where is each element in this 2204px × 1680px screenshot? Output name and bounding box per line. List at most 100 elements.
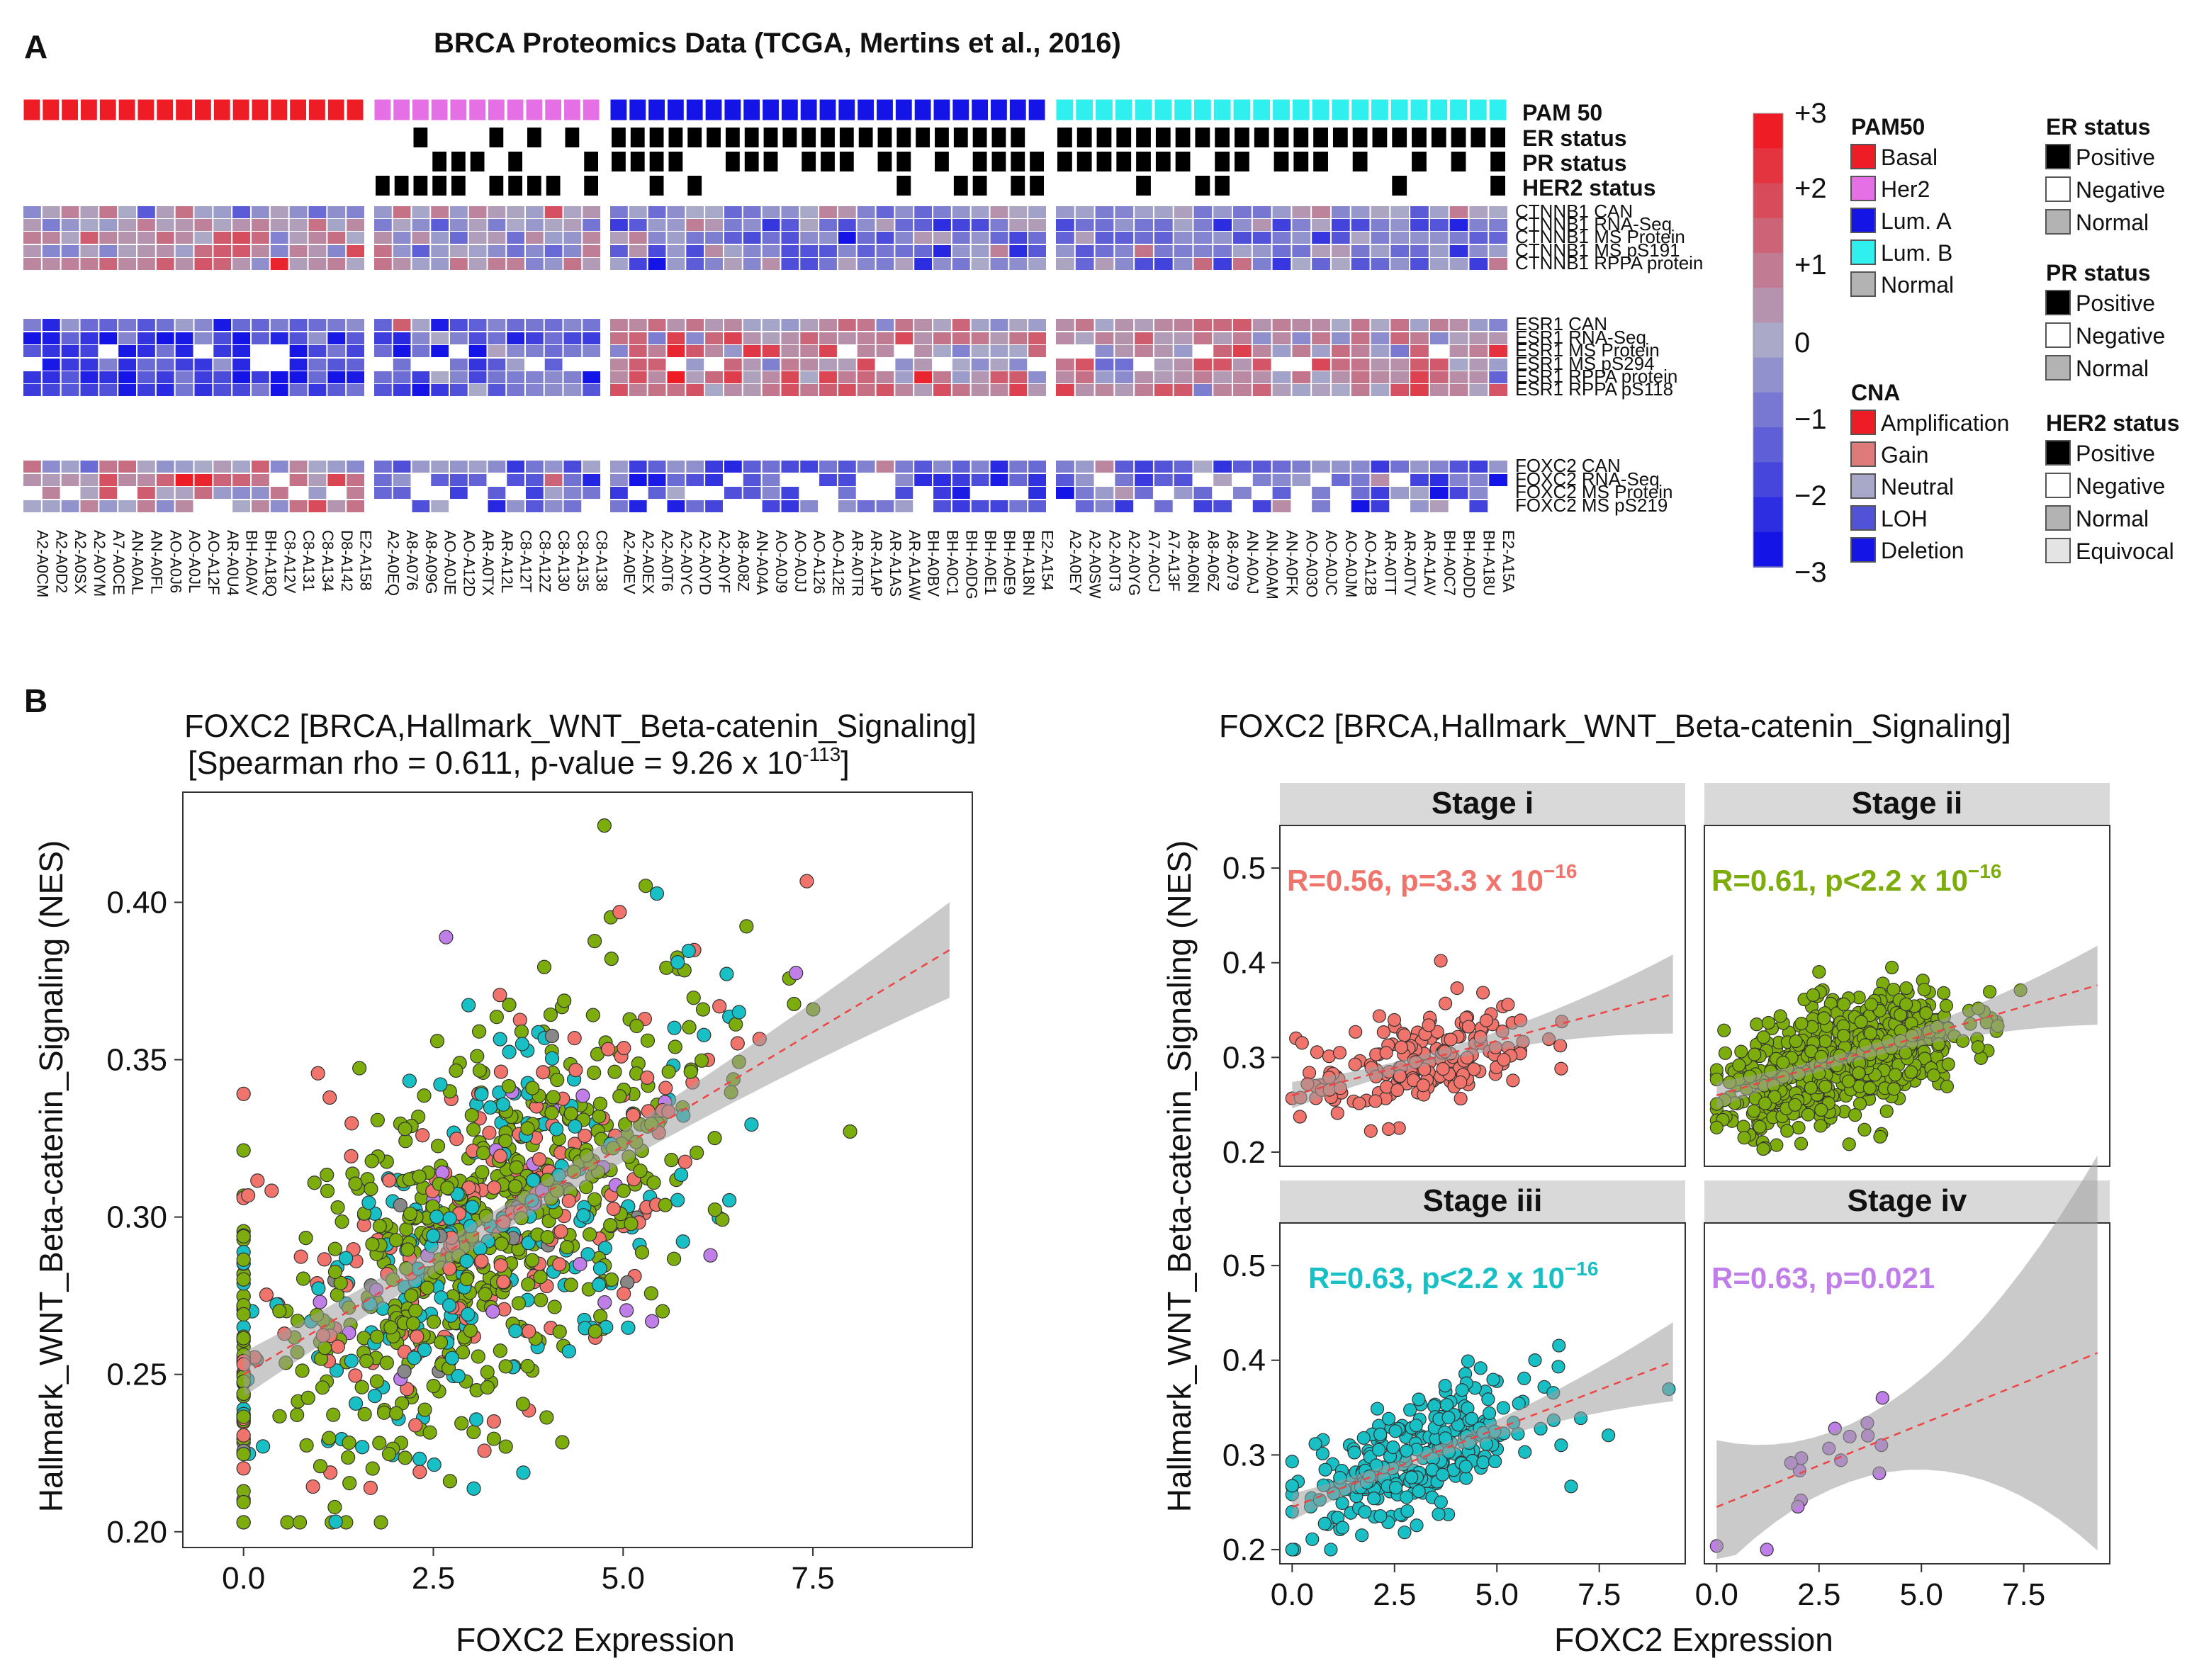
x-tick-label: 0.0: [1271, 1577, 1314, 1612]
heatmap-cell: [80, 258, 99, 270]
heatmap-cell: [1351, 245, 1370, 257]
heatmap-cell: [1028, 371, 1046, 383]
pr-status-cell: [839, 152, 854, 171]
heatmap-cell: [583, 487, 600, 499]
scatter-point: [427, 1458, 442, 1472]
heatmap-cell: [450, 500, 468, 512]
heatmap-cell: [507, 206, 524, 218]
heatmap-cell: [526, 384, 544, 396]
scatter-point: [624, 1217, 639, 1231]
scatter-point: [1439, 996, 1453, 1010]
heatmap-cell: [648, 500, 666, 512]
er-status-cell: [1155, 128, 1171, 147]
heatmap-cell: [61, 232, 79, 244]
heatmap-cell: [80, 206, 99, 218]
heatmap-cell: [1272, 245, 1291, 257]
heatmap-cell: [213, 359, 232, 371]
heatmap-cell: [252, 500, 269, 512]
heatmap-cell: [762, 206, 780, 218]
heatmap-cell: [232, 245, 250, 257]
heatmap-cell: [933, 319, 951, 331]
heatmap-cell: [1009, 319, 1028, 331]
heatmap-cell: [1135, 332, 1153, 344]
scatter-point: [532, 1152, 547, 1167]
heatmap-cell: [610, 371, 628, 383]
sample-label: A2-A0EQ: [384, 530, 402, 596]
pr-legend-swatch: [2045, 355, 2071, 380]
scatter-point: [707, 1131, 722, 1146]
scatter-point: [1405, 1470, 1419, 1484]
heatmap-cell: [895, 245, 913, 257]
scatter-point: [1756, 1030, 1771, 1044]
sample-label: E2-A15A: [1500, 530, 1517, 592]
heatmap-cell: [156, 500, 174, 512]
her2-status-cell: [376, 176, 390, 196]
scatter-point: [372, 1219, 388, 1234]
er-status-cell: [972, 128, 987, 147]
heatmap-cell: [895, 487, 913, 499]
pr-status-cell: [1076, 152, 1092, 171]
er-status-cell: [858, 128, 873, 147]
heatmap-cell: [1009, 258, 1028, 270]
scatter-point: [1841, 1074, 1856, 1088]
heatmap-cell: [1193, 232, 1213, 244]
heatmap-cell: [724, 206, 742, 218]
cna-legend-label: Deletion: [1881, 538, 1964, 563]
pr-legend-label: Normal: [2076, 356, 2149, 381]
heatmap-cell: [1252, 500, 1271, 512]
pr-status-cell: [1096, 152, 1112, 171]
scatter-point: [397, 1364, 412, 1379]
heatmap-cell: [412, 345, 430, 357]
scatter-point: [280, 1515, 295, 1530]
heatmap-cell: [1028, 500, 1046, 512]
scatter-point: [367, 1389, 382, 1404]
heatmap-cell: [762, 345, 780, 357]
heatmap-cell: [374, 332, 392, 344]
heatmap-cell: [327, 319, 346, 331]
heatmap-cell: [1174, 345, 1193, 357]
heatmap-cell: [990, 371, 1008, 383]
y-tick-label: 0.2: [1222, 1135, 1266, 1170]
heatmap-cell: [1009, 371, 1028, 383]
sample-label: E2-A154: [1039, 530, 1057, 591]
scatter-point: [516, 1465, 531, 1480]
sample-label: A7-A0CE: [110, 530, 128, 595]
scatter-point: [422, 1425, 437, 1440]
heatmap-cell: [1292, 332, 1311, 344]
color-scale-segment: [1753, 357, 1783, 393]
heatmap-cell: [289, 258, 308, 270]
cna-legend-swatch: [1850, 537, 1876, 563]
heatmap-cell: [137, 232, 155, 244]
heatmap-cell: [762, 219, 780, 231]
scatter-point: [389, 1406, 404, 1421]
heatmap-cell: [648, 474, 666, 486]
heatmap-cell: [1233, 319, 1252, 331]
heatmap-cell: [327, 461, 346, 473]
pr-status-cell: [668, 152, 683, 171]
heatmap-cell: [876, 461, 894, 473]
heatmap-cell: [1351, 384, 1370, 396]
heatmap-cell: [1009, 384, 1028, 396]
heatmap-cell: [610, 258, 628, 270]
heatmap-cell: [347, 332, 364, 344]
heatmap-cell: [933, 219, 951, 231]
heatmap-cell: [1252, 384, 1271, 396]
scatter-point: [1458, 1460, 1473, 1474]
pam50-cell: [412, 98, 429, 121]
sample-label: AR-A1AV: [1421, 530, 1439, 596]
sample-label: A2-A0EV: [620, 530, 638, 594]
scatter-point: [317, 1252, 332, 1267]
left-plot-title-2: [Spearman rho = 0.611, p-value = 9.26 x …: [188, 743, 850, 781]
heatmap-cell: [1351, 500, 1370, 512]
heatmap-cell: [526, 219, 544, 231]
scatter-point: [1335, 1496, 1349, 1511]
heatmap-cell: [374, 245, 392, 257]
heatmap-cell: [1469, 319, 1488, 331]
scatter-point: [633, 1163, 648, 1178]
er-status-cell: [877, 128, 892, 147]
heatmap-cell: [1135, 206, 1153, 218]
heatmap-cell: [971, 206, 989, 218]
heatmap-cell: [952, 206, 970, 218]
heatmap-cell: [667, 319, 685, 331]
